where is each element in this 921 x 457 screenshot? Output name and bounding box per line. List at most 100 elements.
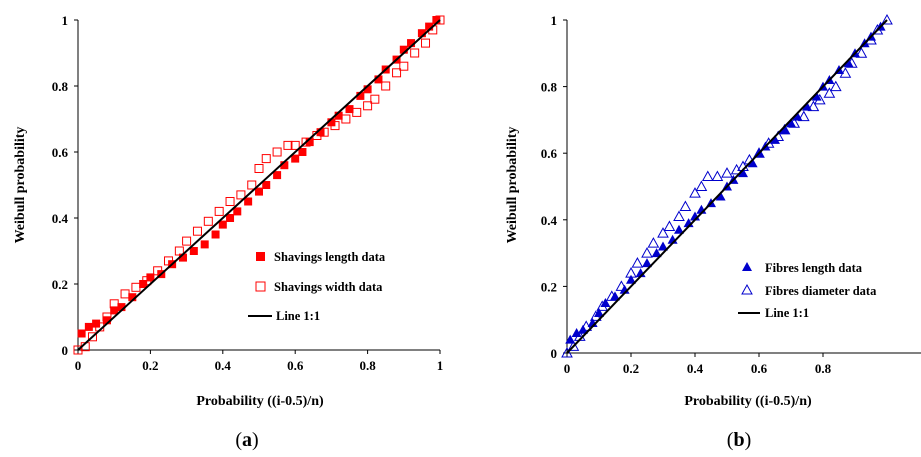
chart-a-caption: (a) — [235, 429, 258, 451]
chart-a-y-tick-label: 1 — [62, 13, 69, 28]
chart-a-series-1-point — [128, 293, 137, 302]
chart-a-legend-label-3: Line 1:1 — [276, 309, 320, 323]
chart-b-series-1-point — [811, 91, 822, 101]
chart-a-series-2-point — [174, 246, 184, 256]
chart-b-x-tick-label: 0 — [564, 361, 571, 376]
chart-a-series-2-point — [290, 140, 300, 150]
chart-b-series-2-point — [580, 320, 593, 331]
chart-a-series-1-point — [189, 247, 198, 255]
chart-b-x-tick-label: 0.4 — [687, 361, 704, 376]
chart-b-series-1-point — [651, 248, 662, 258]
chart-a-series-2-point — [247, 180, 257, 190]
chart-a-series-2-point — [142, 276, 152, 286]
chart-b-series-2-point — [807, 100, 820, 112]
chart-a-series-2-point — [283, 140, 293, 150]
chart-b-legend-label-1: Fibres length data — [765, 261, 863, 275]
chart-a-series-1-point — [363, 85, 372, 94]
chart-b-series-2-point — [711, 170, 724, 182]
chart-b-y-tick-label: 0.2 — [541, 279, 557, 294]
chart-a-series-1-point — [110, 306, 119, 315]
chart-a-series-1-point — [117, 303, 126, 312]
chart-b-series-1-point — [779, 124, 790, 134]
chart-a-series-2-point — [236, 190, 246, 200]
chart-a-x-tick-label: 0.4 — [215, 358, 232, 373]
chart-b-series-2-point — [679, 200, 692, 211]
chart-a-series-2-point — [341, 114, 351, 124]
chart-b-series-2-point — [753, 147, 765, 158]
chart-b-series-2-point — [823, 87, 836, 98]
chart-a-series-1-point — [345, 105, 354, 114]
chart-a-series-2-point — [87, 332, 97, 342]
chart-a-series-2-point — [120, 289, 130, 299]
chart-a-series-1-point — [77, 329, 86, 338]
chart-a-series-2-point — [272, 147, 282, 157]
chart-a-series-2-point — [392, 68, 402, 78]
chart-a-series-2-point — [301, 137, 311, 147]
chart-b-series-2-point — [673, 210, 685, 221]
chart-b-series-1-point — [610, 291, 620, 301]
chart-b-line-1-1 — [566, 19, 888, 354]
chart-a-x-axis-label: Probability ((i-0.5)/n) — [196, 394, 324, 409]
chart-b-series-2-point — [797, 110, 810, 122]
chart-a-y-tick-label: 0 — [62, 343, 69, 358]
chart-b-y-axis-label: Weibull probability — [505, 127, 520, 244]
chart-a-x-tick-label: 1 — [437, 358, 444, 373]
chart-a-y-axis-label: Weibull probability — [13, 127, 28, 244]
chart-b-series-1-point — [642, 258, 652, 268]
chart-a-legend-label-1: Shavings length data — [274, 250, 386, 264]
chart-b-series-2-point — [829, 80, 842, 92]
chart-a-series-2-point — [435, 15, 445, 25]
chart-b-ticks: 0 0.2 0.4 0.6 0.8 0 0.2 0.4 0.6 0.8 1 — [541, 13, 832, 376]
chart-a-series-1-point — [200, 240, 209, 249]
chart-b-legend-marker-filled-triangle — [742, 262, 752, 271]
chart-a-series-1-point — [233, 207, 242, 216]
chart-a-series-1-point — [226, 214, 235, 222]
chart-b-series-2-point — [589, 310, 602, 321]
chart-b-series-2-point — [839, 67, 852, 78]
chart-b-series-2-point — [813, 93, 826, 105]
chart-b-series-2-point — [615, 280, 628, 291]
chart-b-series-1-point — [843, 58, 854, 68]
chart-a-line-1-1 — [77, 19, 441, 351]
chart-b-series-2-point — [596, 300, 609, 311]
chart-a-series-1-point — [298, 148, 307, 156]
chart-b-series-2-point — [695, 180, 708, 191]
chart-a-series-1-point — [399, 45, 408, 54]
chart-b-series-2-point — [701, 170, 714, 182]
chart-b-series-1-point — [600, 298, 611, 308]
chart-a-series-2-point — [261, 154, 271, 164]
chart-b-legend: Fibres length data Fibres diameter data … — [738, 261, 877, 320]
chart-b-series-2-point — [871, 23, 884, 35]
chart-a-series-2-point — [254, 164, 264, 173]
chart-a-series-2-point — [131, 282, 141, 292]
chart-a-series-1-point — [211, 230, 220, 239]
chart-b-series-2-point — [567, 340, 580, 351]
chart-b-y-tick-label: 1 — [551, 13, 558, 28]
chart-b-series-1-point — [565, 334, 576, 344]
chart-a-x-tick-label: 0.2 — [142, 358, 158, 373]
chart-a-series-1-point — [280, 161, 289, 170]
chart-a-legend-marker-open-square — [255, 281, 266, 292]
chart-b-series-1-point — [578, 324, 588, 334]
chart-b-legend-marker-open-triangle — [741, 283, 753, 295]
chart-b-series-1-point — [571, 328, 582, 338]
chart-a-legend: Shavings length data Shavings width data… — [248, 250, 386, 323]
chart-b-series-2-point — [845, 57, 858, 68]
chart-a-x-tick-label: 0.8 — [359, 358, 376, 373]
chart-a-series-2-point — [370, 94, 380, 104]
chart-b-x-tick-label: 0.6 — [751, 361, 768, 376]
chart-b-series-2-point — [762, 137, 775, 148]
chart-a-series-2-point — [330, 121, 340, 131]
chart-b-series-2-point — [625, 267, 637, 278]
chart-a-y-tick-label: 0.2 — [52, 277, 68, 292]
chart-a-series-1-point — [244, 197, 253, 206]
chart-b-legend-label-3: Line 1:1 — [765, 306, 809, 320]
chart-a-series-1-point — [374, 75, 383, 84]
chart-a-series-1-point — [407, 39, 416, 48]
chart-b-caption: (b) — [727, 429, 751, 451]
chart-a-series-1-point — [218, 220, 227, 229]
chart-a-ticks: 0 0.2 0.4 0.6 0.8 1 0 0.2 0.4 0.6 0.8 1 — [52, 13, 444, 373]
chart-a-marks — [73, 15, 445, 355]
chart-a-series-2-point — [381, 81, 391, 91]
